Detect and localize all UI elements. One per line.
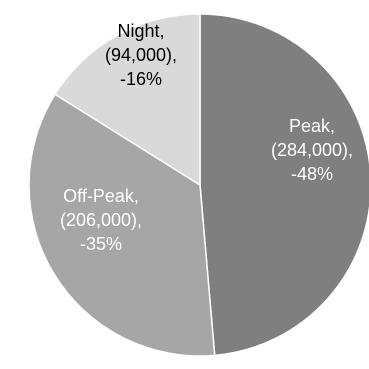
pie-label-night: Night, (94,000), -16% — [105, 21, 177, 89]
pie-label-line: Night, — [117, 21, 164, 41]
pie-slice-night — [54, 13, 201, 187]
pie-labels: Peak, (284,000), -48% Off-Peak, (206,000), -3… — [60, 21, 353, 254]
pie-label-line: Off-Peak, — [63, 186, 139, 206]
pie-slices — [28, 13, 369, 357]
pie-label-line: -16% — [120, 69, 162, 89]
pie-label-line: Peak, — [289, 116, 335, 136]
pie-slice-peak — [199, 13, 369, 357]
pie-label-line: -35% — [80, 234, 122, 254]
pie-label-line: (206,000), — [60, 210, 142, 230]
pie-slice-off-peak — [28, 93, 216, 357]
pie-label-line: (284,000), — [271, 140, 353, 160]
pie-label-off-peak: Off-Peak, (206,000), -35% — [60, 186, 142, 254]
pie-label-peak: Peak, (284,000), -48% — [271, 116, 353, 184]
pie-label-line: (94,000), — [105, 45, 177, 65]
pie-label-line: -48% — [291, 164, 333, 184]
